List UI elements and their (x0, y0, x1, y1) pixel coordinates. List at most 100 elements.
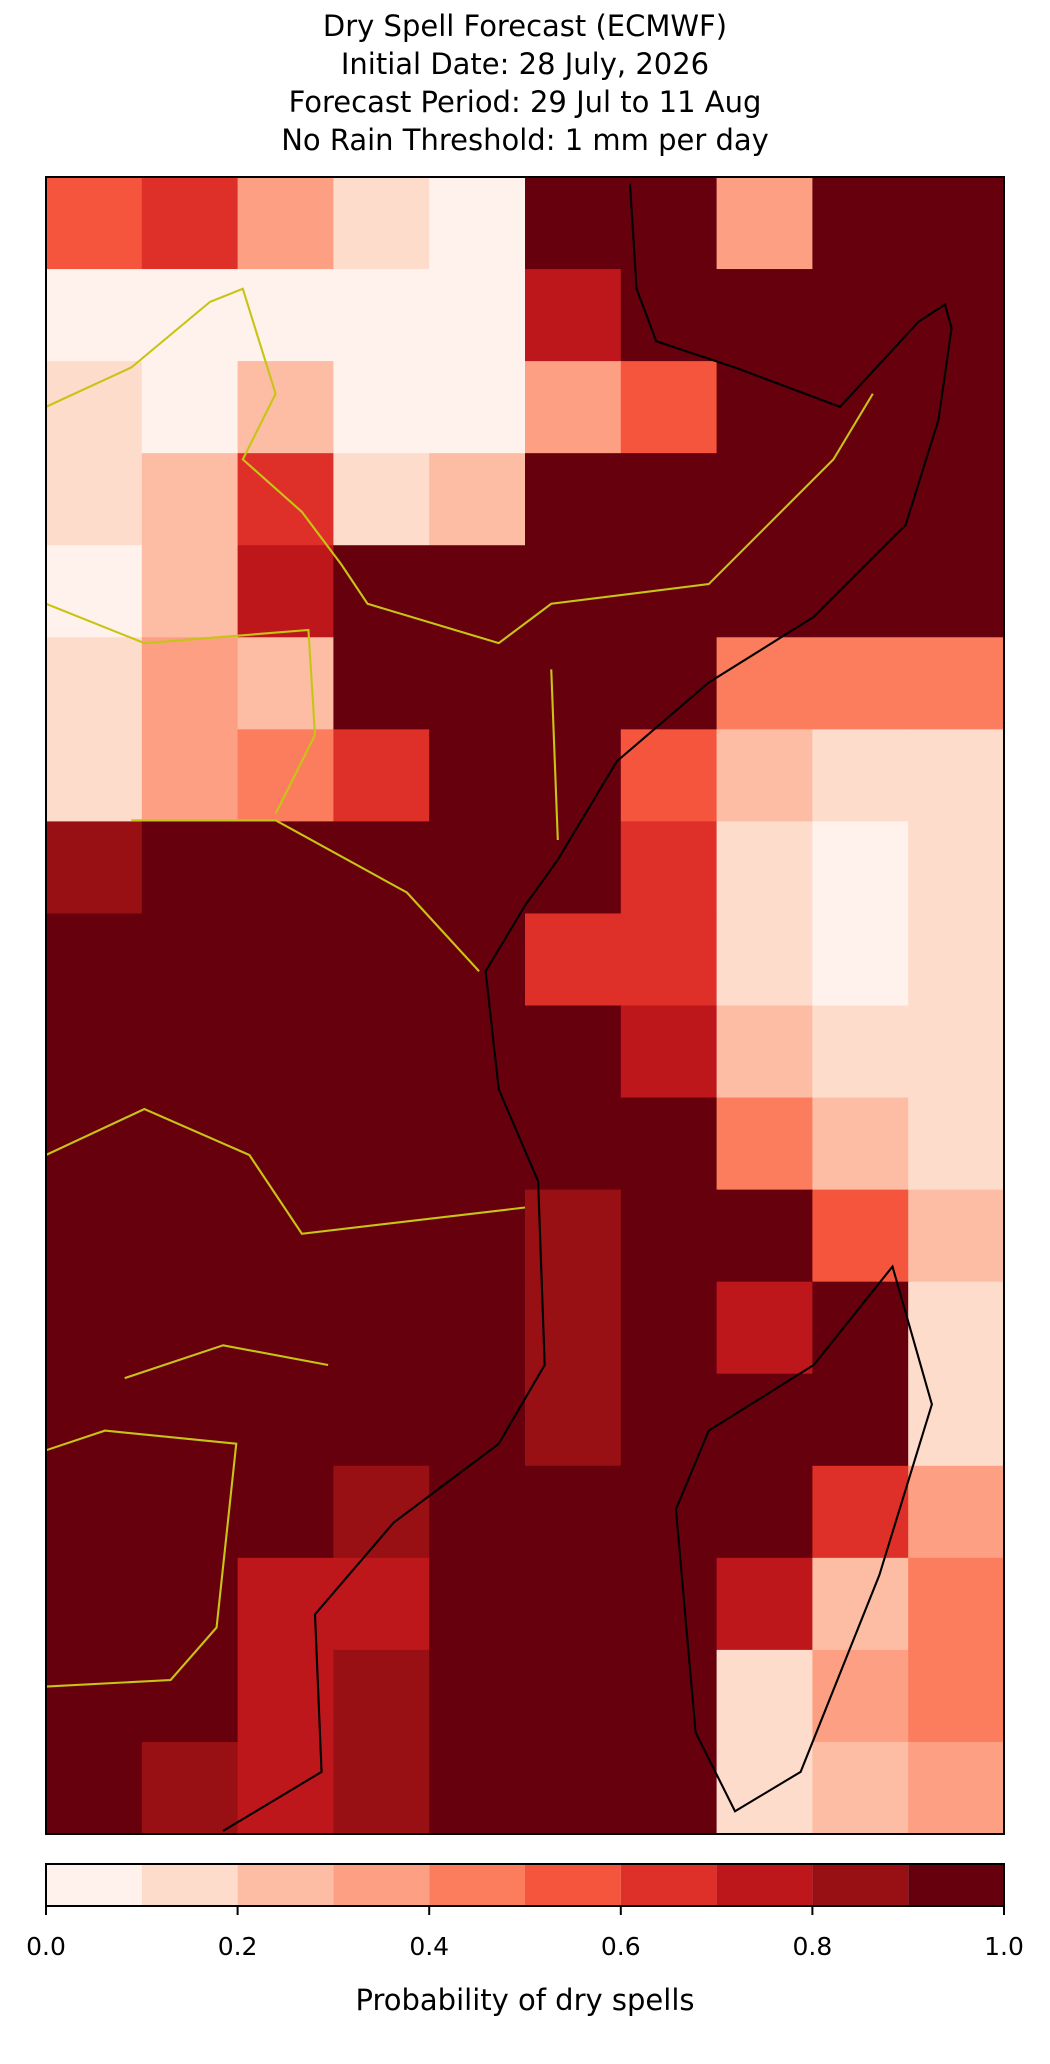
grid-cell (429, 1557, 526, 1651)
grid-cell (716, 1465, 813, 1559)
grid-cell (333, 1465, 430, 1559)
grid-cell (46, 177, 143, 270)
colorbar-frame (45, 1863, 1005, 1907)
grid-cell (908, 1005, 1005, 1099)
grid-cell (908, 1741, 1005, 1835)
grid-cell (716, 1741, 813, 1835)
grid-cell (429, 637, 526, 730)
grid-cell (333, 269, 430, 362)
grid-cell (46, 821, 143, 914)
grid-cell (812, 1741, 909, 1835)
grid-cell (525, 1005, 622, 1099)
grid-cell (716, 821, 813, 914)
grid-cell (429, 1097, 526, 1191)
colorbar-swatch (237, 1864, 334, 1906)
grid-cell (812, 1281, 909, 1375)
grid-cell (429, 1005, 526, 1099)
grid-cell (429, 1189, 526, 1283)
grid-cell (237, 913, 334, 1006)
grid-cell (46, 913, 143, 1006)
grid-cell (429, 177, 526, 270)
grid-cell (620, 821, 718, 914)
grid-cell (620, 1373, 718, 1467)
grid-cell (46, 1005, 143, 1099)
grid-cell (812, 453, 909, 546)
grid-cell (525, 821, 622, 914)
colorbar-swatch (716, 1864, 813, 1906)
grid-cell (525, 1281, 622, 1375)
grid-cell (333, 1373, 430, 1467)
grid-cell (141, 177, 239, 270)
grid-cell (908, 1649, 1005, 1743)
grid-cell (716, 1373, 813, 1467)
grid-cell (525, 729, 622, 822)
grid-cell (141, 453, 239, 546)
grid-cell (908, 269, 1005, 362)
grid-cell (620, 1649, 718, 1743)
grid-cell (237, 1281, 334, 1375)
grid-cell (333, 637, 430, 730)
grid-cell (812, 1189, 909, 1283)
grid-cell (237, 1741, 334, 1835)
grid-cell (716, 1189, 813, 1283)
grid-cell (620, 1281, 718, 1375)
grid-cell (812, 1557, 909, 1651)
colorbar-swatch (525, 1864, 621, 1906)
grid-cell (812, 1465, 909, 1559)
grid-cell (237, 1557, 334, 1651)
grid-cell (620, 1097, 718, 1191)
colorbar-tick-label: 0.6 (601, 1932, 641, 1961)
grid-cell (812, 821, 909, 914)
grid-cell (908, 1465, 1005, 1559)
grid-cell (620, 1741, 718, 1835)
colorbar-tick-label: 0.8 (793, 1932, 833, 1961)
grid-cell (46, 1741, 143, 1835)
grid-cell (237, 1097, 334, 1191)
grid-cell (620, 361, 718, 454)
grid-cell (141, 361, 239, 454)
grid-cell (525, 1649, 622, 1743)
grid-cell (716, 1557, 813, 1651)
title-line: No Rain Threshold: 1 mm per day (281, 123, 769, 157)
grid-cell (429, 913, 526, 1006)
grid-cell (620, 637, 718, 730)
grid-cell (46, 1649, 143, 1743)
grid-cell (908, 1281, 1005, 1375)
grid-cell (525, 913, 622, 1006)
grid-cell (46, 729, 143, 822)
grid-cell (141, 1373, 239, 1467)
grid-cell (141, 1741, 239, 1835)
grid-cell (237, 821, 334, 914)
grid-cell (141, 729, 239, 822)
grid-cell (46, 1465, 143, 1559)
grid-cell (141, 1465, 239, 1559)
grid-cell (429, 729, 526, 822)
grid-cell (525, 1741, 622, 1835)
grid-cell (429, 453, 526, 546)
grid-cell (908, 729, 1005, 822)
grid-cell (333, 1557, 430, 1651)
grid-cell (716, 1281, 813, 1375)
grid-cell (333, 1189, 430, 1283)
grid-cell (429, 545, 526, 638)
grid-cell (429, 1373, 526, 1467)
grid-cell (620, 729, 718, 822)
colorbar-swatch (429, 1864, 525, 1906)
grid-cell (429, 269, 526, 362)
grid-cell (908, 1189, 1005, 1283)
grid-cell (141, 545, 239, 638)
grid-cell (620, 913, 718, 1006)
grid-cell (429, 1649, 526, 1743)
colorbar-swatch (620, 1864, 717, 1906)
grid-cell (333, 453, 430, 546)
grid-cell (716, 1005, 813, 1099)
grid-cell (908, 1373, 1005, 1467)
grid-cell (46, 1373, 143, 1467)
grid-cell (141, 1189, 239, 1283)
grid-cell (716, 269, 813, 362)
grid-cell (237, 1373, 334, 1467)
grid-cell (908, 177, 1005, 270)
colorbar-tick-label: 0.4 (409, 1932, 449, 1961)
grid-cell (333, 361, 430, 454)
grid-cell (141, 821, 239, 914)
